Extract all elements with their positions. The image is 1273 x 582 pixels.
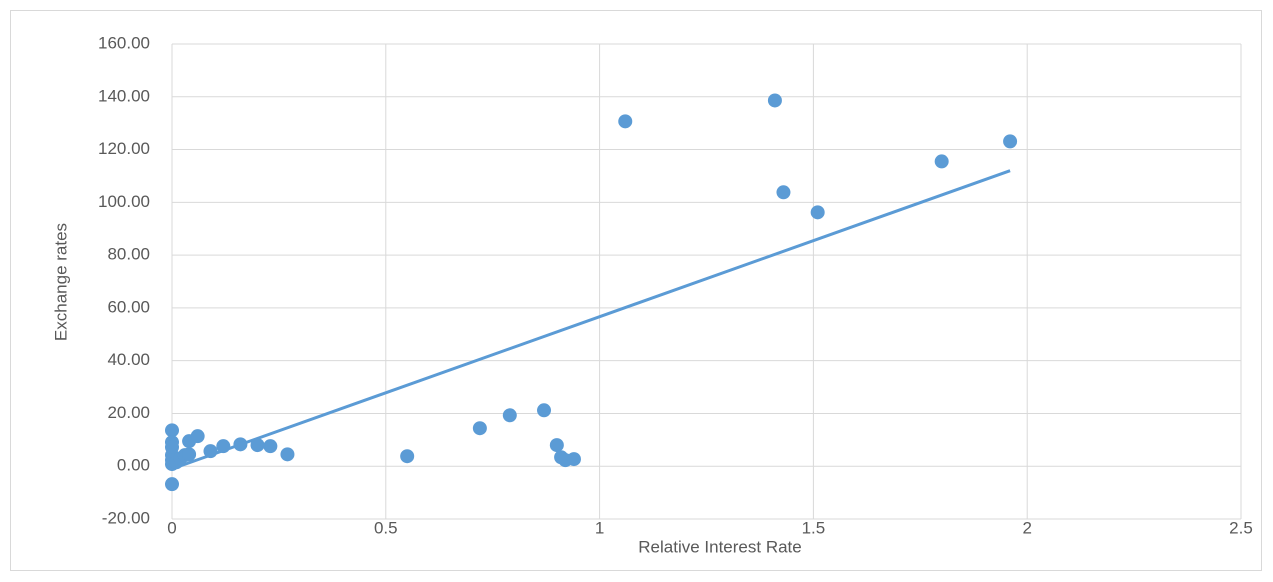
point [216, 439, 231, 454]
y-tick-label: 140.00 [98, 86, 150, 105]
point [190, 429, 205, 444]
y-tick-label: 160.00 [98, 33, 150, 52]
x-axis-label: Relative Interest Rate [638, 537, 801, 556]
point [165, 423, 179, 438]
point [182, 447, 197, 462]
point [280, 447, 295, 462]
point [203, 444, 218, 459]
point [549, 438, 564, 453]
point [776, 185, 791, 200]
y-tick-label: 20.00 [107, 403, 150, 422]
point [472, 421, 487, 436]
chart-border [10, 10, 1262, 571]
x-tick-label: 2.5 [1229, 518, 1253, 537]
y-tick-label: -20.00 [102, 508, 150, 527]
point [400, 449, 415, 464]
point [250, 438, 265, 453]
y-tick-label: 80.00 [107, 245, 150, 264]
point [502, 408, 517, 423]
y-tick-label: 100.00 [98, 192, 150, 211]
point [537, 403, 552, 418]
x-tick-label: 1.5 [802, 518, 826, 537]
trendline [171, 169, 1011, 471]
y-tick-label: 40.00 [107, 350, 150, 369]
point [934, 154, 949, 169]
point [618, 114, 633, 129]
x-tick-label: 0 [167, 518, 176, 537]
y-tick-label: 120.00 [98, 139, 150, 158]
x-tick-label: 0.5 [374, 518, 398, 537]
y-tick-label: 60.00 [107, 297, 150, 316]
x-tick-label: 1 [595, 518, 604, 537]
point [810, 205, 825, 220]
y-tick-label: 0.00 [117, 456, 150, 475]
point [165, 477, 179, 492]
point [1003, 134, 1018, 149]
point [263, 439, 278, 454]
point [767, 93, 782, 108]
x-tick-label: 2 [1022, 518, 1031, 537]
point [233, 437, 248, 452]
y-axis-label: Exchange rates [51, 223, 70, 341]
point [566, 452, 581, 467]
